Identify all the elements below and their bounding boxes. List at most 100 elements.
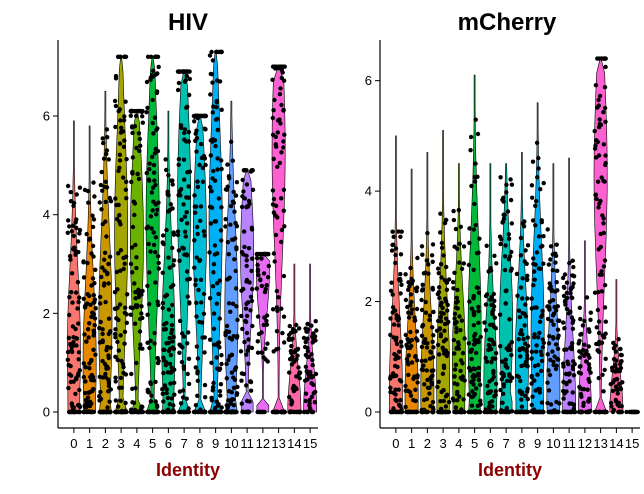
violin-group-6 <box>160 110 177 415</box>
data-point <box>177 389 183 394</box>
data-point <box>564 306 570 312</box>
data-point <box>165 395 171 401</box>
data-point <box>613 349 618 354</box>
data-point <box>219 205 224 210</box>
data-point <box>219 158 224 163</box>
data-point <box>483 302 489 307</box>
data-point <box>250 323 255 329</box>
data-point <box>123 187 129 192</box>
data-point <box>287 323 292 329</box>
data-point <box>223 187 229 192</box>
data-point <box>294 374 299 379</box>
data-point <box>75 373 81 378</box>
data-point <box>427 391 432 396</box>
data-point <box>123 99 128 104</box>
data-point <box>541 261 546 266</box>
data-point <box>233 286 239 291</box>
data-point <box>255 350 261 355</box>
data-point <box>130 400 135 405</box>
data-point <box>530 195 535 200</box>
data-point <box>147 345 152 351</box>
data-point <box>548 402 554 407</box>
data-point <box>136 287 141 292</box>
data-point <box>145 312 150 317</box>
x-tick-label: 11 <box>240 436 254 451</box>
data-point <box>588 317 593 322</box>
data-point <box>443 404 449 409</box>
data-point <box>313 371 319 377</box>
data-point <box>161 409 166 415</box>
data-point <box>529 373 534 379</box>
data-point <box>195 393 200 398</box>
data-point <box>408 329 413 335</box>
data-point <box>610 380 616 385</box>
data-point <box>67 409 72 415</box>
data-point <box>113 196 118 201</box>
data-point <box>229 352 235 358</box>
data-point <box>546 262 552 267</box>
data-point <box>519 328 524 333</box>
data-point <box>98 319 103 325</box>
data-point <box>444 316 449 321</box>
data-point <box>193 113 198 119</box>
data-point <box>567 260 572 266</box>
violin-group-11 <box>238 168 256 415</box>
data-point <box>198 277 204 282</box>
data-point <box>388 385 393 390</box>
data-point <box>150 120 155 126</box>
data-point <box>471 382 476 387</box>
data-point <box>231 397 236 402</box>
data-point <box>393 252 398 258</box>
data-point <box>155 126 160 131</box>
data-point <box>140 120 145 125</box>
data-point <box>541 180 546 186</box>
data-point <box>151 230 156 235</box>
data-point <box>287 370 292 375</box>
data-point <box>490 322 495 327</box>
data-point <box>212 409 217 415</box>
data-point <box>415 380 420 385</box>
data-point <box>124 157 129 162</box>
data-point <box>536 362 541 368</box>
data-point <box>89 357 94 363</box>
data-point <box>185 104 190 110</box>
data-point <box>207 250 212 255</box>
data-point <box>587 379 592 384</box>
data-point <box>388 389 393 395</box>
data-point <box>121 364 126 370</box>
data-point <box>130 224 136 230</box>
data-point <box>471 323 477 328</box>
data-point <box>172 380 177 385</box>
data-point <box>445 302 450 308</box>
data-point <box>244 258 249 263</box>
data-point <box>295 347 300 352</box>
data-point <box>249 298 255 304</box>
data-point <box>114 202 119 208</box>
data-point <box>226 174 232 179</box>
data-point <box>224 323 230 329</box>
data-point <box>165 189 170 194</box>
data-point <box>91 293 97 298</box>
data-point <box>505 209 511 214</box>
data-point <box>419 367 425 372</box>
violin-0 <box>67 120 81 413</box>
data-point <box>147 161 152 166</box>
data-point <box>508 197 514 203</box>
data-point <box>598 340 603 346</box>
data-point <box>265 275 271 280</box>
data-point <box>314 328 319 333</box>
data-point <box>198 141 204 147</box>
data-point <box>112 331 118 337</box>
data-point <box>436 352 442 357</box>
data-point <box>196 287 201 293</box>
data-point <box>579 387 585 392</box>
data-point <box>522 259 527 264</box>
data-point <box>281 78 287 83</box>
data-point <box>228 203 234 209</box>
data-point <box>149 393 154 398</box>
data-point <box>234 409 239 415</box>
data-point <box>178 186 184 192</box>
data-point <box>84 339 89 344</box>
data-point <box>441 311 446 316</box>
